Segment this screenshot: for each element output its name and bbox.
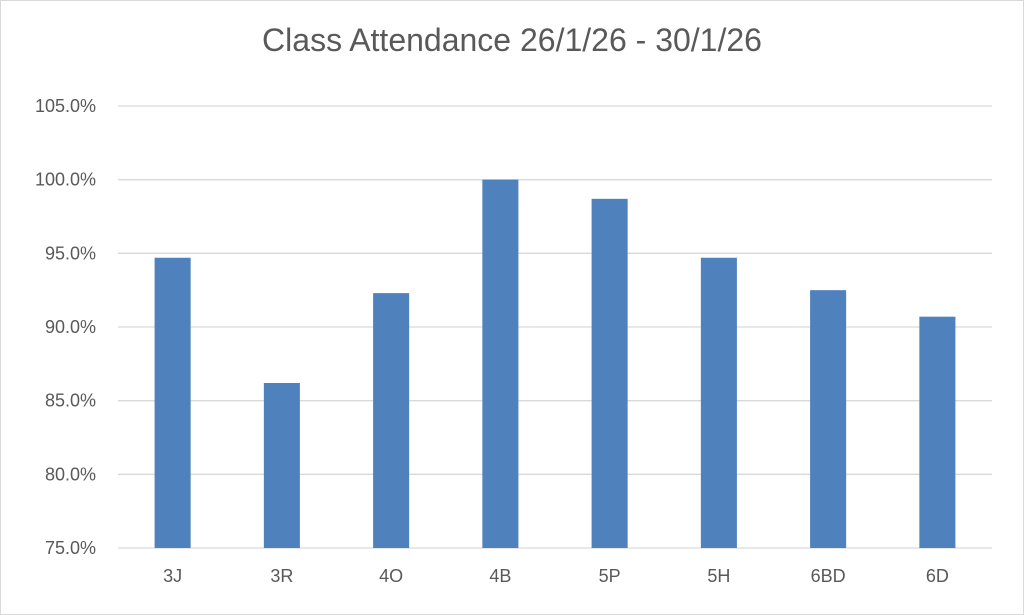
y-tick-label: 85.0% (45, 391, 96, 411)
y-tick-label: 95.0% (45, 243, 96, 263)
bar-4b (482, 179, 519, 548)
x-tick-label: 6BD (811, 566, 846, 586)
x-tick-label: 5H (707, 566, 730, 586)
x-tick-label: 4O (379, 566, 403, 586)
gridlines (118, 105, 992, 549)
bar-5h (700, 257, 737, 548)
y-tick-label: 105.0% (35, 96, 96, 116)
chart-title: Class Attendance 26/1/26 - 30/1/26 (262, 22, 762, 58)
x-tick-label: 3R (270, 566, 293, 586)
bar-3j (154, 257, 191, 548)
x-tick-label: 5P (599, 566, 621, 586)
y-tick-label: 90.0% (45, 317, 96, 337)
x-tick-label: 3J (163, 566, 182, 586)
y-tick-label: 75.0% (45, 538, 96, 558)
y-tick-label: 100.0% (35, 170, 96, 190)
bar-5p (591, 198, 628, 548)
bar-3r (263, 382, 300, 548)
y-tick-label: 80.0% (45, 464, 96, 484)
bar-6d (919, 316, 956, 548)
x-tick-label: 6D (926, 566, 949, 586)
y-axis: 75.0% 80.0% 85.0% 90.0% 95.0% 100.0% 105.0% (35, 96, 96, 558)
x-tick-label: 4B (489, 566, 511, 586)
bar-6bd (810, 290, 847, 548)
x-axis: 3J 3R 4O 4B 5P 5H 6BD 6D (163, 566, 949, 586)
bar-4o (373, 293, 410, 548)
bars (154, 179, 956, 548)
